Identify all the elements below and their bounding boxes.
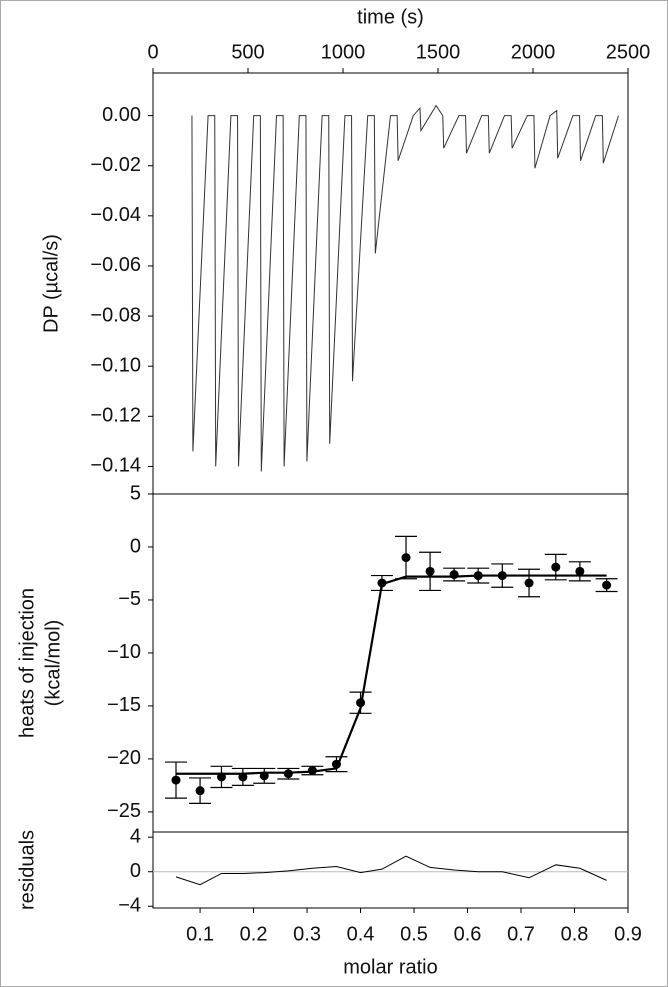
y-axis-label: DP (µcal/s) <box>40 234 62 333</box>
data-point <box>575 566 585 576</box>
x-tick-label: 0.3 <box>293 923 321 945</box>
x-tick-label: 0.7 <box>507 923 535 945</box>
y-tick-label: −0.02 <box>90 154 141 176</box>
plot-frame <box>152 72 629 495</box>
x-tick-label: 1000 <box>321 41 366 63</box>
data-point <box>195 786 205 796</box>
y-tick-label: −0.14 <box>90 455 141 477</box>
y-tick-label: 0 <box>130 535 141 557</box>
data-point <box>551 562 561 572</box>
y-tick-label: 4 <box>130 825 141 847</box>
x-tick-label: 500 <box>231 41 264 63</box>
x-tick-label: 2000 <box>511 41 556 63</box>
y-axis-label: heats of injection <box>16 588 38 738</box>
x-tick-label: 0.6 <box>454 923 482 945</box>
plot-frame <box>152 831 629 909</box>
data-point <box>171 775 181 785</box>
x-tick-label: 0.1 <box>186 923 214 945</box>
y-tick-label: −0.10 <box>90 354 141 376</box>
x-tick-label: 0.5 <box>400 923 428 945</box>
x-axis-label: time (s) <box>357 6 424 28</box>
y-tick-label: −10 <box>107 641 141 663</box>
x-tick-label: 2500 <box>606 41 651 63</box>
y-tick-label: −0.06 <box>90 254 141 276</box>
y-tick-label: −25 <box>107 800 141 822</box>
y-tick-label: −4 <box>118 895 141 917</box>
y-tick-label: −20 <box>107 747 141 769</box>
y-tick-label: −15 <box>107 694 141 716</box>
plot-frame <box>152 493 629 833</box>
x-tick-label: 1500 <box>416 41 461 63</box>
x-tick-label: 0.9 <box>614 923 642 945</box>
data-point <box>602 580 612 590</box>
y-tick-label: −5 <box>118 588 141 610</box>
data-line <box>175 855 607 886</box>
y-tick-label: 0 <box>130 860 141 882</box>
y-tick-label: −0.12 <box>90 405 141 427</box>
data-line <box>191 104 619 472</box>
y-axis-label: residuals <box>16 830 38 910</box>
y-tick-label: 5 <box>130 482 141 504</box>
y-tick-label: −0.04 <box>90 204 141 226</box>
x-tick-label: 0.2 <box>240 923 268 945</box>
y-tick-label: 0.00 <box>102 104 141 126</box>
y-axis-label: (kcal/mol) <box>42 620 64 707</box>
data-point <box>425 566 435 576</box>
x-tick-label: 0.4 <box>347 923 375 945</box>
x-tick-label: 0.8 <box>561 923 589 945</box>
x-tick-label: 0 <box>147 41 158 63</box>
data-point <box>401 553 411 563</box>
x-axis-label: molar ratio <box>343 956 437 978</box>
data-line <box>176 574 607 775</box>
data-point <box>524 578 534 588</box>
y-tick-label: −0.08 <box>90 304 141 326</box>
